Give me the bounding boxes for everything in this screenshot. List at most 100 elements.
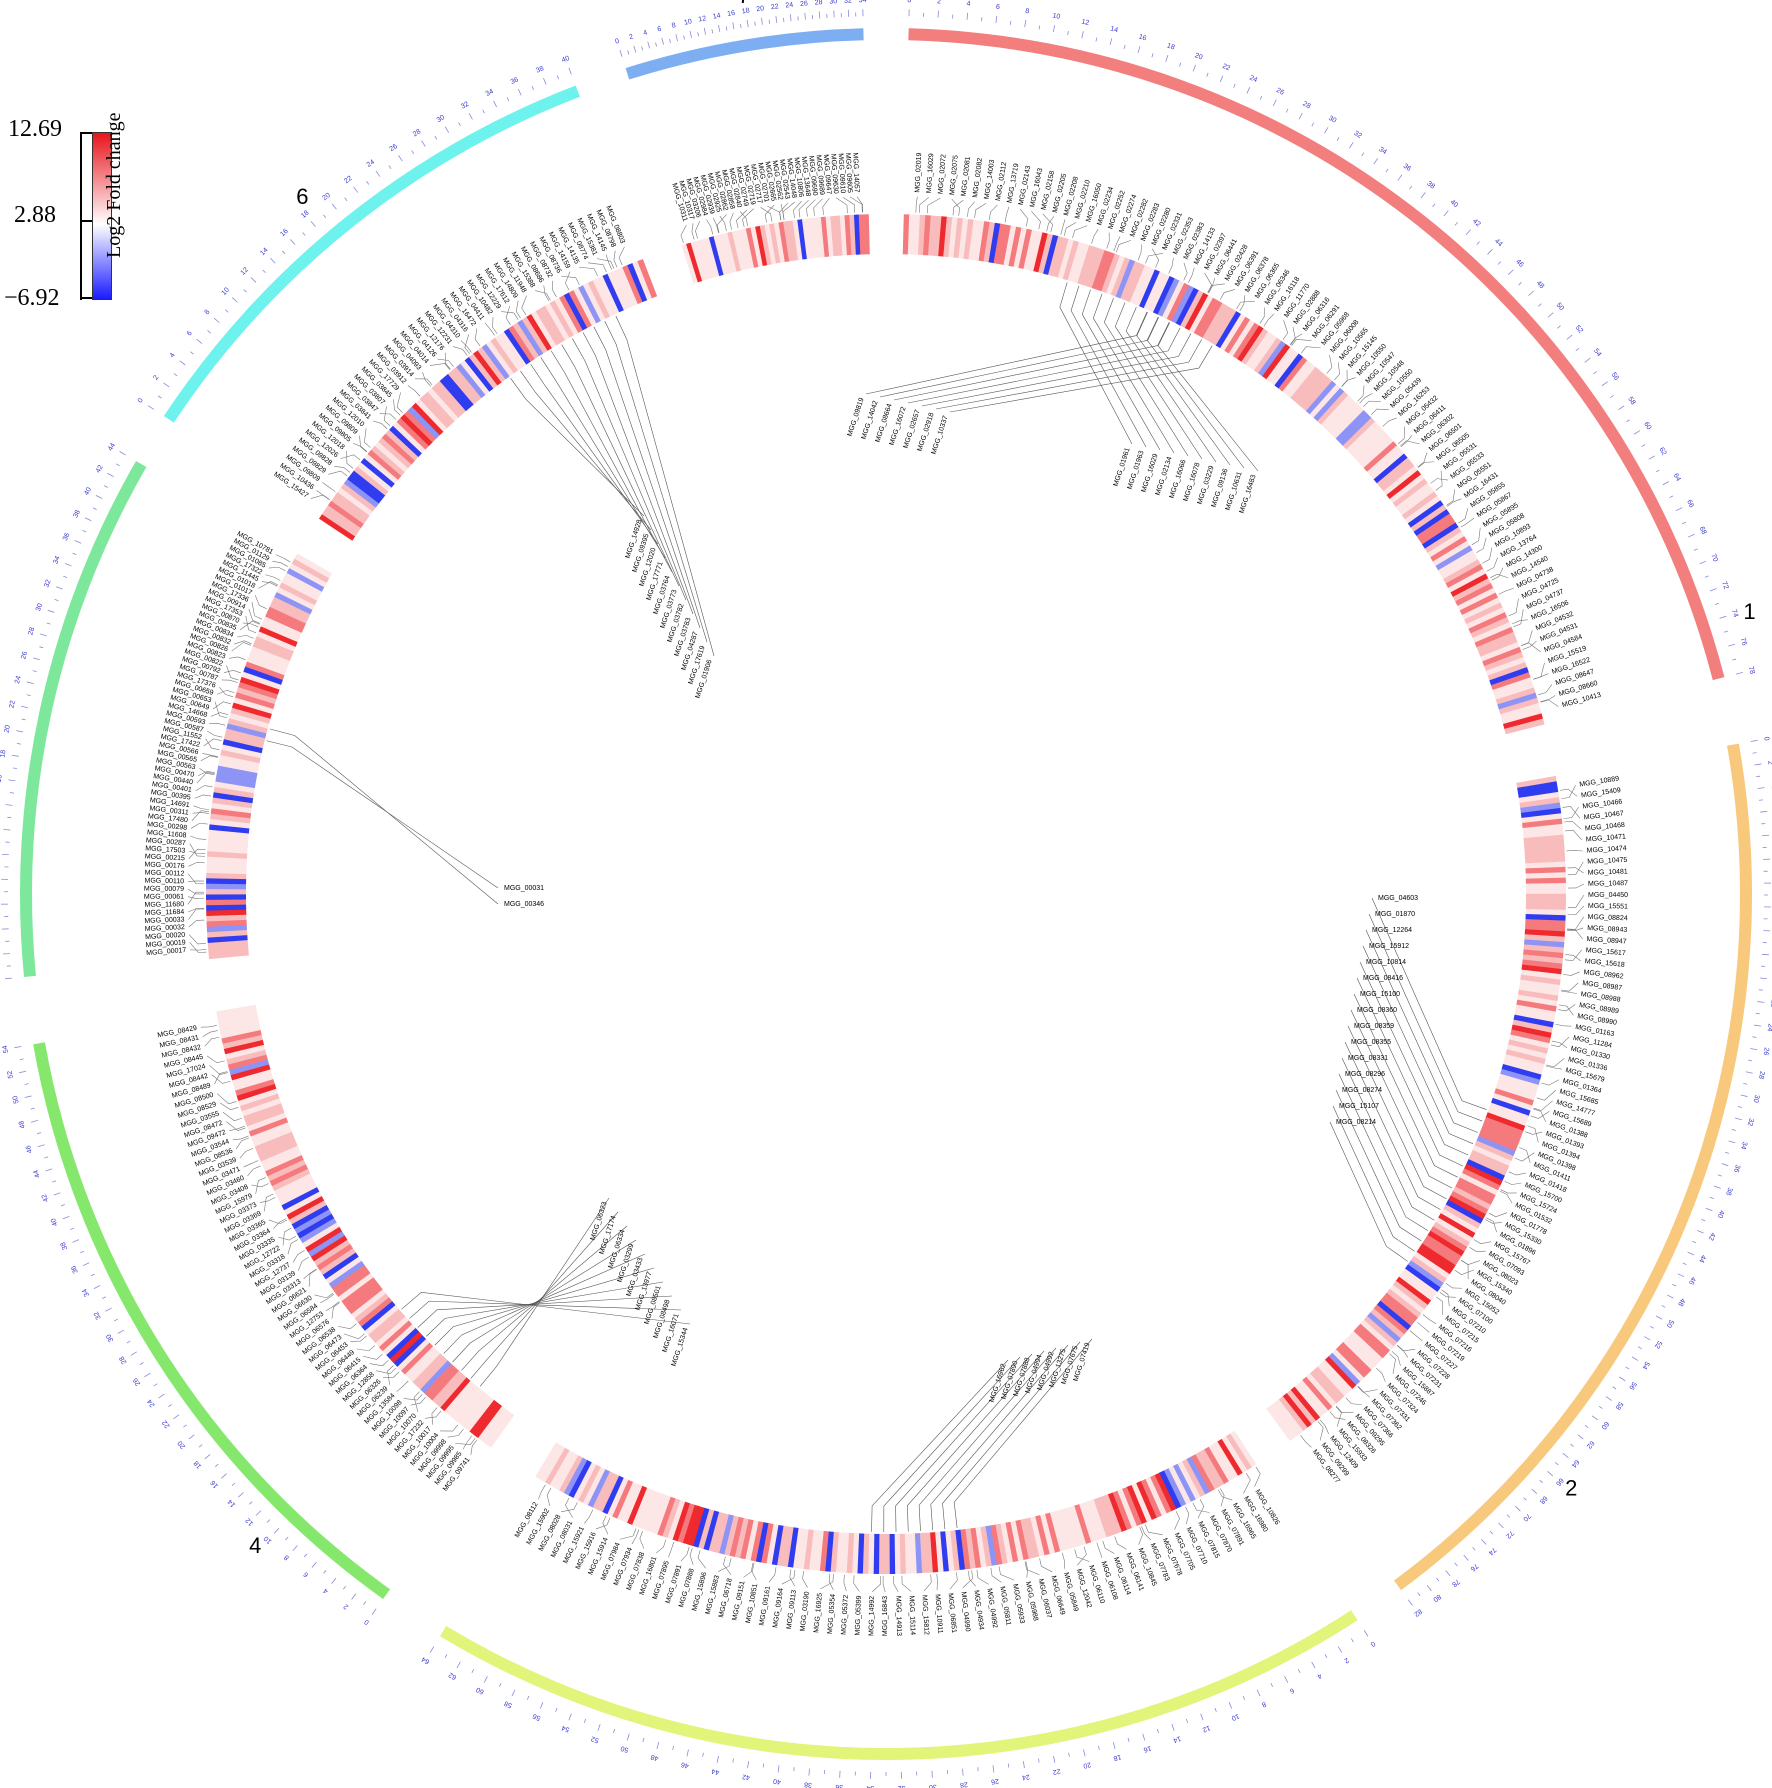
label-connector bbox=[209, 723, 226, 726]
scale-tick-label: 22 bbox=[1052, 1767, 1061, 1775]
label-connector bbox=[843, 1574, 847, 1591]
label-connector bbox=[915, 196, 918, 213]
label-connector bbox=[223, 670, 241, 674]
chromosome-band-2 bbox=[1393, 743, 1752, 1591]
inner-link-line bbox=[930, 1344, 1069, 1531]
heatmap-cell bbox=[1298, 1380, 1329, 1415]
heatmap-cell bbox=[452, 366, 482, 402]
label-connector bbox=[226, 665, 239, 681]
scale-tick bbox=[130, 1351, 137, 1356]
heatmap-cell bbox=[278, 1182, 318, 1206]
heatmap-cell bbox=[374, 441, 409, 473]
heatmap-cell bbox=[1245, 331, 1274, 368]
heatmap-cell bbox=[254, 1131, 294, 1152]
heatmap-cell bbox=[1302, 377, 1333, 412]
gene-label: MGG_04990 bbox=[959, 1591, 970, 1632]
label-connector bbox=[856, 196, 864, 213]
heatmap-cell bbox=[1370, 449, 1405, 480]
scale-tick bbox=[344, 197, 348, 202]
legend-gradient-bar bbox=[92, 132, 112, 300]
label-connector bbox=[1525, 1131, 1543, 1135]
label-connector bbox=[1555, 1023, 1572, 1027]
scale-tick bbox=[1407, 1599, 1413, 1606]
heatmap-cell bbox=[1072, 243, 1090, 284]
gene-label: MGG_15114 bbox=[907, 1595, 915, 1635]
scale-tick bbox=[613, 1728, 616, 1733]
scale-tick bbox=[995, 15, 998, 23]
scale-tick bbox=[92, 507, 97, 510]
scale-tick-label: 46 bbox=[1514, 258, 1525, 269]
heatmap-cell bbox=[1525, 893, 1567, 900]
inner-link-line bbox=[1350, 1009, 1453, 1189]
heatmap-cell bbox=[1186, 1456, 1211, 1495]
heatmap-cell bbox=[236, 686, 277, 705]
label-connector bbox=[1336, 1406, 1342, 1427]
label-connector bbox=[1430, 478, 1449, 484]
chromosome-band-1 bbox=[908, 28, 1725, 681]
gene-label: MGG_04992 bbox=[985, 1588, 998, 1629]
heatmap-cell bbox=[778, 221, 790, 263]
heatmap-cell bbox=[294, 1208, 332, 1234]
label-connector bbox=[200, 755, 218, 762]
scale-tick bbox=[72, 1239, 80, 1243]
label-connector bbox=[320, 1294, 334, 1304]
label-connector bbox=[691, 223, 695, 240]
scale-tick-label: 58 bbox=[1626, 396, 1636, 406]
heatmap-cell bbox=[723, 1515, 739, 1556]
inner-link-line bbox=[604, 321, 708, 643]
label-connector bbox=[1289, 333, 1303, 345]
heatmap-cell bbox=[1241, 328, 1269, 365]
inner-link-line bbox=[561, 344, 680, 587]
label-connector bbox=[440, 1424, 459, 1432]
heatmap-cell bbox=[344, 1280, 380, 1310]
label-connector bbox=[216, 1093, 237, 1105]
label-connector bbox=[967, 201, 975, 217]
scale-tick bbox=[775, 15, 778, 23]
heatmap-cell bbox=[1101, 253, 1121, 294]
heatmap-cell bbox=[1448, 568, 1487, 593]
label-connector bbox=[1540, 699, 1559, 707]
heatmap-cell bbox=[697, 1508, 715, 1550]
chromosome-name-7: 7 bbox=[738, 0, 750, 8]
heatmap-cell bbox=[1395, 1276, 1432, 1306]
scale-tick-label: 16 bbox=[0, 774, 4, 783]
scale-tick bbox=[1693, 548, 1698, 551]
scale-tick-label: 50 bbox=[1665, 1318, 1675, 1328]
heatmap-cell bbox=[1177, 1461, 1201, 1500]
label-connector bbox=[1345, 1397, 1362, 1406]
heatmap-cell bbox=[1034, 1515, 1050, 1556]
heatmap-cell bbox=[998, 224, 1012, 265]
label-connector bbox=[742, 208, 754, 227]
inner-link-line bbox=[615, 315, 715, 657]
label-connector bbox=[1138, 1526, 1143, 1545]
scale-tick-label: 20 bbox=[1082, 1760, 1091, 1769]
scale-tick bbox=[1463, 1554, 1469, 1561]
heatmap-cell bbox=[820, 216, 830, 257]
heatmap-cell bbox=[572, 1462, 597, 1501]
label-connector bbox=[298, 1256, 309, 1271]
heatmap-cell bbox=[1525, 861, 1566, 869]
heatmap-cell bbox=[1149, 1474, 1172, 1514]
heatmap-cell bbox=[1389, 474, 1425, 504]
scale-tick bbox=[429, 1646, 435, 1653]
heatmap-cell bbox=[385, 429, 419, 461]
scale-tick-label: 24 bbox=[1766, 1023, 1772, 1032]
heatmap-cell bbox=[781, 1526, 794, 1567]
scale-tick bbox=[683, 35, 685, 40]
heatmap-cell bbox=[443, 1380, 475, 1415]
heatmap-cell bbox=[573, 287, 597, 326]
heatmap-cell bbox=[769, 223, 781, 264]
heatmap-cell bbox=[206, 919, 247, 927]
heatmap-cell bbox=[773, 222, 786, 263]
heatmap-cell bbox=[1478, 636, 1518, 658]
label-connector bbox=[393, 399, 401, 416]
scale-tick bbox=[1432, 203, 1436, 208]
heatmap-cell bbox=[601, 1475, 624, 1515]
scale-tick bbox=[1109, 38, 1113, 46]
label-connector bbox=[1282, 320, 1289, 340]
label-connector bbox=[1527, 1125, 1539, 1143]
heatmap-cell bbox=[408, 1349, 441, 1383]
scale-tick-label: 26 bbox=[800, 0, 809, 8]
gene-label: MGG_00110 bbox=[144, 878, 184, 886]
heatmap-cell bbox=[1464, 602, 1503, 625]
